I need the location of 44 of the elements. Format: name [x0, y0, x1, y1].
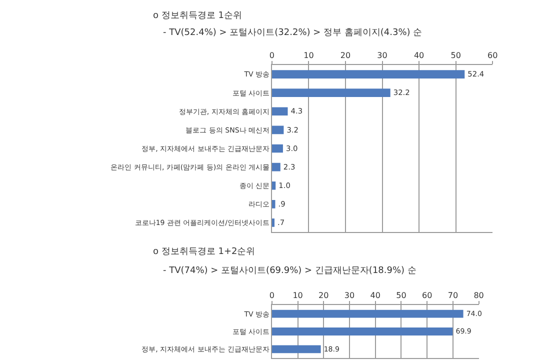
bar: [272, 328, 453, 336]
data-label: .7: [278, 218, 285, 228]
data-label: 32.2: [393, 88, 410, 98]
x-tick-label: 20: [318, 290, 329, 300]
bar: [272, 200, 276, 208]
bar: [272, 107, 288, 116]
x-tick-label: 40: [414, 50, 424, 60]
bar: [272, 181, 276, 190]
x-tick-label: 0: [269, 290, 274, 300]
chart-title: o 정보취득경로 1+2순위: [153, 247, 256, 257]
data-label: 1.0: [278, 180, 291, 190]
data-label: 3.0: [286, 144, 298, 153]
data-label: 4.3: [290, 106, 303, 116]
x-tick-label: 80: [474, 290, 484, 300]
bar: [272, 345, 321, 354]
x-tick-label: 60: [422, 290, 432, 300]
x-tick-label: 10: [304, 50, 314, 60]
x-tick-label: 40: [370, 290, 380, 300]
bar: [272, 126, 284, 134]
text: o 정보취득경로 1순위: [153, 11, 242, 21]
x-tick-label: 50: [396, 290, 406, 300]
x-tick-label: 60: [488, 50, 498, 60]
data-label: .9: [278, 199, 286, 208]
bar: [272, 310, 464, 318]
x-tick-label: 10: [292, 290, 303, 300]
x-tick-label: 30: [377, 50, 388, 60]
chart-subtitle: - TV(52.4%) > 포털사이트(32.2%) > 정부 홈페이지(4.3%) 순: [163, 28, 422, 38]
bar: [272, 218, 275, 227]
x-tick-label: 70: [448, 290, 458, 300]
x-tick-label: 0: [269, 50, 274, 60]
data-label: 18.9: [324, 344, 340, 354]
data-label: 3.2: [286, 125, 298, 134]
bar: [272, 88, 390, 98]
chart-subtitle: - TV(74%) > 포털사이트(69.9%) > 긴급재난문자(18.9%) 순: [163, 266, 416, 276]
data-label: 69.9: [456, 326, 472, 336]
x-tick-label: 50: [450, 50, 461, 60]
x-tick-label: 30: [344, 290, 355, 300]
bar: [272, 162, 280, 172]
bar: [272, 70, 465, 78]
data-label: 74.0: [466, 309, 483, 318]
bar: [272, 144, 283, 153]
x-tick-label: 20: [340, 50, 351, 60]
data-label: 2.3: [283, 162, 296, 172]
data-label: 52.4: [468, 70, 484, 79]
